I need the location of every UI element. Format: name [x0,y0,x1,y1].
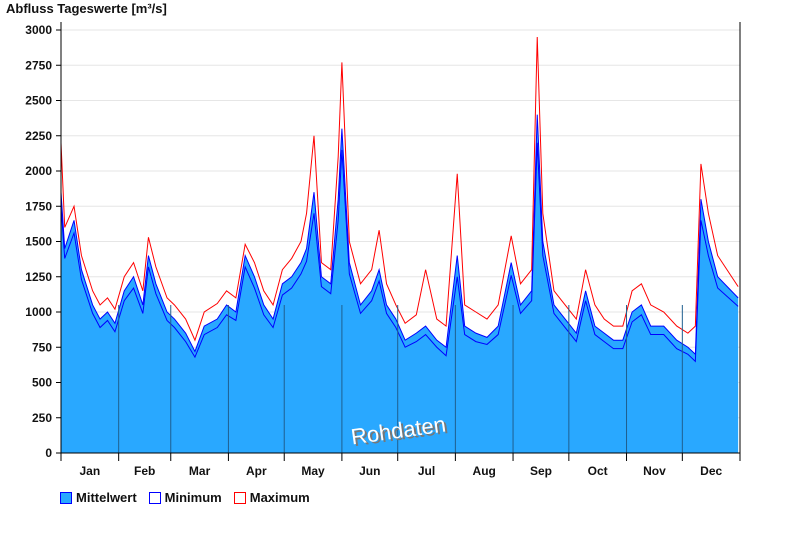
x-tick-label: Sep [530,464,552,478]
x-tick-label: Aug [473,464,496,478]
chart-title: Abfluss Tageswerte [m³/s] [6,1,167,16]
y-tick-label: 1500 [25,235,52,249]
y-tick-label: 1750 [25,199,52,213]
x-tick-label: Jul [418,464,435,478]
series-maximum-line [60,37,739,342]
y-tick-label: 1250 [25,270,52,284]
x-tick-label: Jan [79,464,100,478]
series-mittelwert-line [60,114,739,356]
y-tick-label: 750 [32,340,52,354]
x-tick-label: Feb [134,464,155,478]
x-tick-label: Apr [246,464,267,478]
x-tick-label: Jun [359,464,380,478]
legend-label: Maximum [249,490,310,505]
legend-item-mittelwert: Mittelwert [60,490,137,505]
y-tick-label: 2250 [25,129,52,143]
x-tick-label: Dec [700,464,722,478]
legend-label: Minimum [164,490,222,505]
legend: Mittelwert Minimum Maximum [60,490,310,505]
x-tick-label: Mar [189,464,211,478]
legend-item-minimum: Minimum [148,490,222,505]
series-minimum-line [60,142,739,363]
legend-swatch [233,491,246,504]
y-tick-label: 3000 [25,23,52,37]
series-mittelwert-area [61,114,739,453]
legend-label: Mittelwert [76,490,137,505]
y-tick-label: 2000 [25,164,52,178]
legend-swatch [148,491,161,504]
legend-swatch [60,491,72,504]
y-tick-label: 1000 [25,305,52,319]
y-tick-label: 250 [32,411,52,425]
y-tick-label: 0 [45,446,52,460]
x-tick-label: Nov [643,464,666,478]
x-tick-label: May [301,464,325,478]
y-tick-label: 2750 [25,58,52,72]
y-tick-label: 2500 [25,94,52,108]
x-tick-label: Oct [588,464,608,478]
y-tick-label: 500 [32,376,52,390]
legend-item-maximum: Maximum [233,490,310,505]
